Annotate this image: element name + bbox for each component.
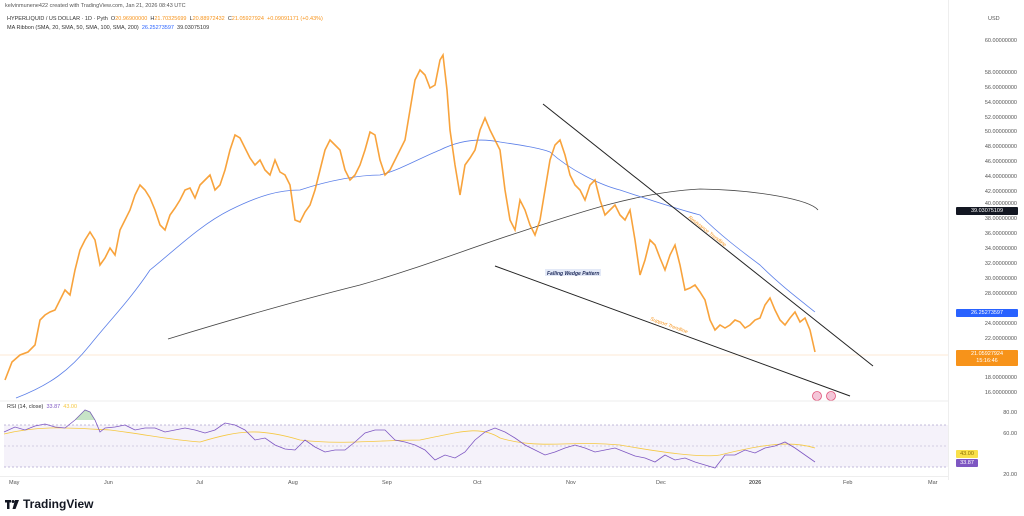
ma-ribbon-label: MA Ribbon (SMA, 20, SMA, 50, SMA, 100, S…	[7, 25, 139, 31]
price-tick: 44.00000000	[984, 174, 1017, 180]
falling-wedge-label[interactable]: Falling Wedge Pattern	[545, 269, 601, 277]
economic-event-icon[interactable]	[826, 391, 836, 401]
open-value: 20.96900000	[115, 16, 148, 22]
tradingview-logo[interactable]: TradingView	[5, 497, 93, 511]
rsi-label: RSI (14, close)	[7, 404, 44, 410]
rsi-tick: 20.00	[1003, 472, 1017, 478]
ma200-price-tag: 39.03075109	[956, 207, 1018, 215]
rsi-value-tag: 33.87	[956, 459, 978, 467]
support-label: Support Trendline	[649, 316, 688, 335]
price-tick: 54.00000000	[984, 100, 1017, 106]
symbol-legend-row[interactable]: HYPERLIQUID / US DOLLAR · 1D · Pyth O20.…	[7, 16, 323, 22]
price-legend: HYPERLIQUID / US DOLLAR · 1D · Pyth O20.…	[7, 15, 323, 33]
price-tick: 30.00000000	[984, 276, 1017, 282]
change-value: +0.09091171 (+0.43%)	[266, 16, 323, 22]
rsi-tick: 60.00	[1003, 431, 1017, 437]
price-chart[interactable]: Falling Wedge Pattern Resistance Trendli…	[0, 0, 948, 480]
rsi-ma-line	[3, 427, 816, 457]
price-tick: 22.00000000	[984, 336, 1017, 342]
rsi-pane[interactable]	[0, 400, 948, 469]
support-trendline[interactable]	[494, 265, 851, 397]
rsi-ma-tag: 43.00	[956, 450, 978, 458]
high-value: 21.70325699	[154, 16, 187, 22]
month-label: Mar	[928, 480, 938, 486]
candles	[4, 52, 816, 381]
month-label: May	[9, 480, 20, 486]
close-value: 21.05927924	[231, 16, 264, 22]
month-label: Feb	[843, 480, 853, 486]
price-tick: 28.00000000	[984, 291, 1017, 297]
tradingview-logo-icon	[5, 499, 19, 509]
month-label: 2026	[749, 480, 762, 486]
rsi-value: 33.87	[46, 404, 61, 410]
last-price-tag: 21.05927924 15:16:46	[956, 350, 1018, 366]
price-tick: 52.00000000	[984, 115, 1017, 121]
rsi-line	[3, 409, 816, 469]
price-tick: 56.00000000	[984, 85, 1017, 91]
price-tick: 32.00000000	[984, 261, 1017, 267]
price-tick: 60.00000000	[984, 38, 1017, 44]
price-tick: 48.00000000	[984, 144, 1017, 150]
ma50-price-tag: 26.25273597	[956, 309, 1018, 317]
bar-countdown: 15:16:46	[976, 358, 998, 364]
rsi-tick: 80.00	[1003, 410, 1017, 416]
month-label: Oct	[473, 480, 482, 486]
economic-event-icon[interactable]	[812, 391, 822, 401]
symbol-name: HYPERLIQUID / US DOLLAR · 1D · Pyth	[7, 16, 108, 22]
resistance-label: Resistance Trendline	[687, 215, 728, 249]
rsi-legend[interactable]: RSI (14, close) 33.87 43.00	[7, 404, 77, 410]
ma50-value: 26.25273597	[141, 25, 174, 31]
price-tick: 34.00000000	[984, 246, 1017, 252]
ma200-value: 39.03075109	[177, 25, 210, 31]
price-tick: 38.00000000	[984, 216, 1017, 222]
price-tick: 24.00000000	[984, 321, 1017, 327]
svg-text:Falling Wedge Pattern: Falling Wedge Pattern	[547, 271, 599, 277]
price-tick: 18.00000000	[984, 375, 1017, 381]
resistance-trendline[interactable]	[542, 103, 874, 367]
month-label: Aug	[288, 480, 298, 486]
time-axis[interactable]: May Jun Jul Aug Sep Oct Nov Dec 2026 Feb…	[0, 476, 948, 489]
price-tick: 40.00000000	[984, 201, 1017, 207]
price-tick: 46.00000000	[984, 159, 1017, 165]
month-label: Jun	[104, 480, 113, 486]
low-value: 20.88972432	[192, 16, 225, 22]
sma50-line	[15, 139, 816, 399]
month-label: Nov	[566, 480, 576, 486]
price-tick: 42.00000000	[984, 189, 1017, 195]
month-label: Sep	[382, 480, 392, 486]
currency-label[interactable]: USD	[988, 16, 1000, 22]
price-tick: 36.00000000	[984, 231, 1017, 237]
price-axis[interactable]: 60.00000000 58.00000000 56.00000000 54.0…	[948, 0, 1024, 480]
price-tick: 16.00000000	[984, 390, 1017, 396]
rsi-ma-value: 43.00	[63, 404, 78, 410]
price-tick: 50.00000000	[984, 129, 1017, 135]
chart-caption: kelvinmunene422 created with TradingView…	[5, 3, 186, 9]
month-label: Jul	[196, 480, 204, 486]
brand-name: TradingView	[23, 497, 94, 511]
month-label: Dec	[656, 480, 666, 486]
ma-legend-row[interactable]: MA Ribbon (SMA, 20, SMA, 50, SMA, 100, S…	[7, 24, 323, 33]
sma200-line	[167, 188, 819, 340]
price-tick: 58.00000000	[984, 70, 1017, 76]
